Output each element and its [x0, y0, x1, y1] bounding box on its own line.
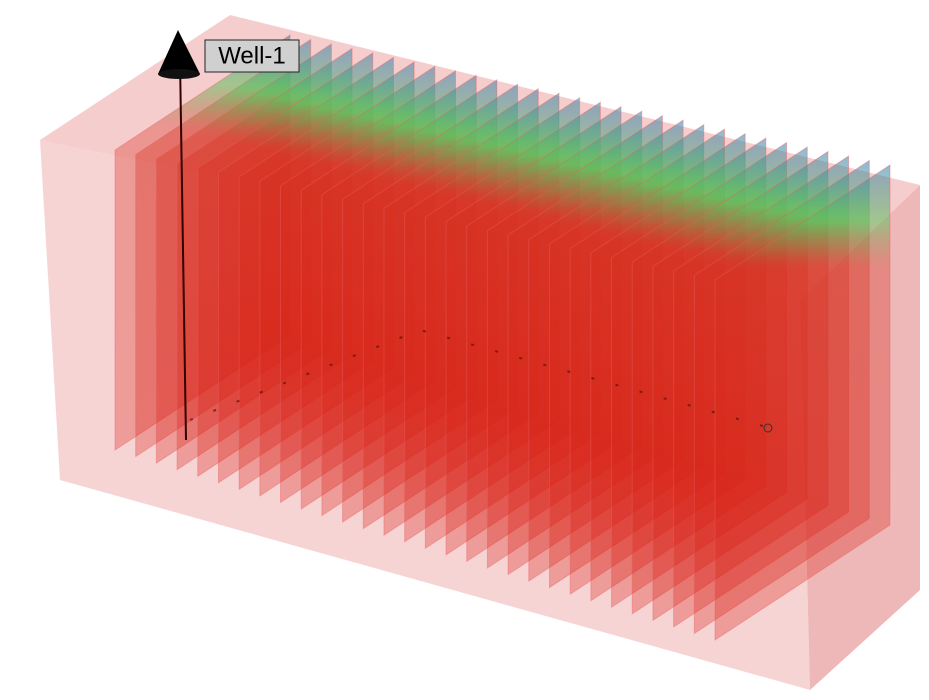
slab: [714, 164, 891, 641]
well-end: [763, 423, 773, 433]
well-label: Well-1: [218, 42, 286, 69]
well-path: [179, 59, 187, 441]
well-label-box: [204, 39, 300, 73]
slab-group: [114, 34, 891, 641]
well: Well-1: [158, 30, 773, 441]
well-cone: [158, 30, 200, 74]
well-cone-base: [158, 69, 200, 79]
